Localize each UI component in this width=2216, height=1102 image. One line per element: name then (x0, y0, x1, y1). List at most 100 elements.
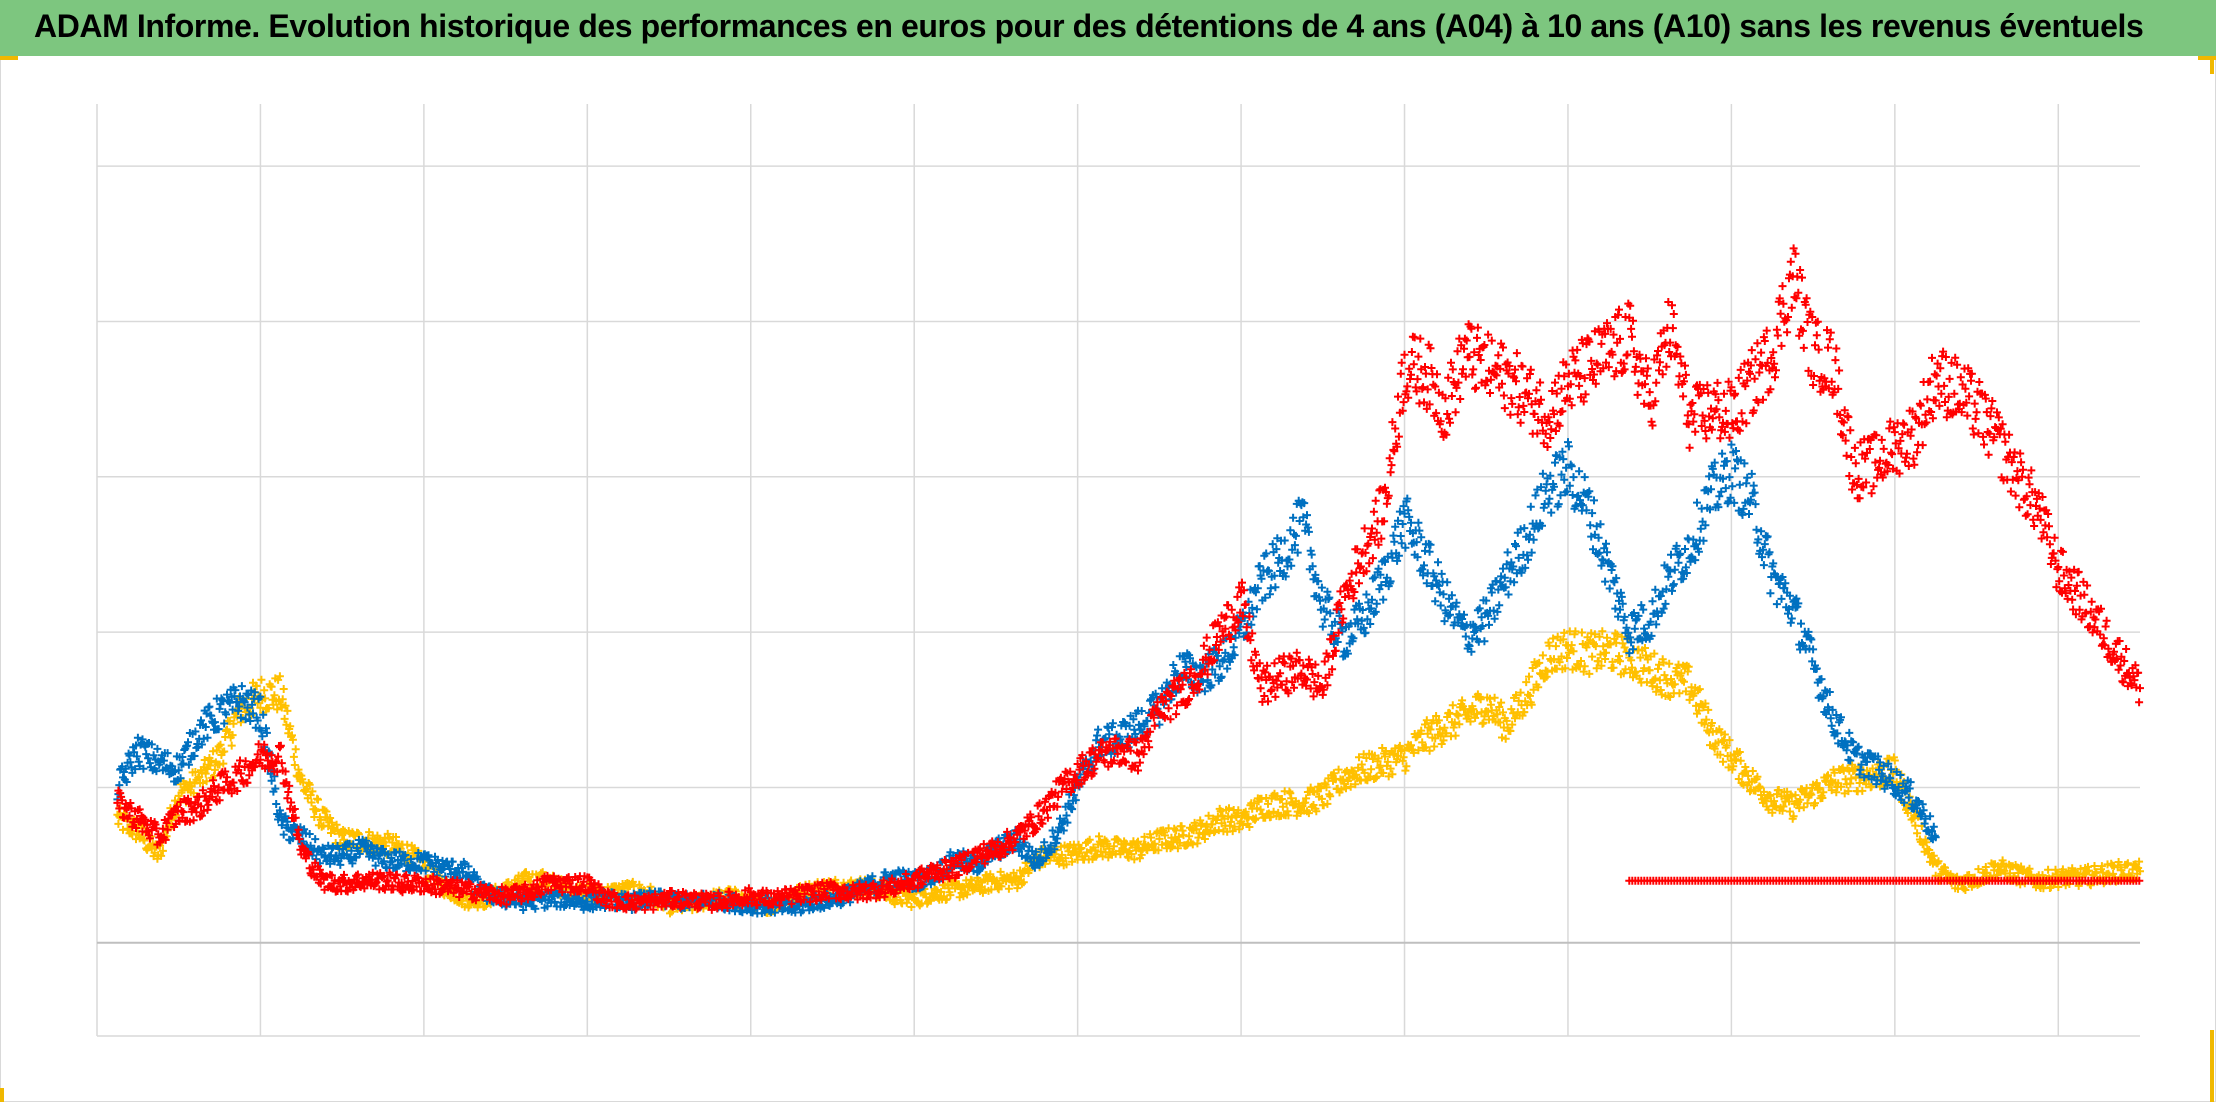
series-0-point-190 (289, 752, 298, 761)
series-1-point-137 (240, 698, 249, 707)
series-0-point-1491 (1498, 733, 1506, 742)
series-0-point-1671 (1665, 659, 1674, 668)
series-1-point-176 (276, 810, 285, 819)
series-0-point-1530 (1534, 683, 1543, 692)
series-1-point-982 (1025, 842, 1034, 851)
series-0-point-1291 (1312, 807, 1321, 816)
series-0-point-181 (281, 701, 290, 710)
series-1-point-1179 (1208, 665, 1217, 674)
series-0-point-1703 (1694, 706, 1703, 715)
series-0-point-1350 (1367, 765, 1376, 774)
series-0-point-1549 (1551, 642, 1560, 651)
series-0-point-1455 (1464, 712, 1473, 721)
series-0-point-2098 (2061, 881, 2070, 890)
series-0-point-1066 (1103, 839, 1112, 848)
series-0-point-915 (963, 890, 972, 899)
series-1-point-207 (305, 830, 314, 838)
series-1-point-1230 (1255, 562, 1264, 571)
series-0-point-1489 (1496, 718, 1505, 727)
series-0-point-1631 (1628, 663, 1636, 672)
series-1-point-148 (250, 688, 259, 697)
series-0-point-1582 (1582, 643, 1591, 652)
series-0-point-1500 (1506, 727, 1515, 735)
series-0-point-1889 (1867, 782, 1876, 791)
series-1-point-324 (414, 849, 423, 857)
series-0-point-1655 (1650, 649, 1659, 658)
series-0-point-2095 (2058, 865, 2067, 874)
series-1-point-91 (197, 740, 206, 749)
series-0-point-1800 (1785, 797, 1793, 806)
series-0-point-1401 (1414, 746, 1423, 755)
series-1-point-134 (237, 682, 246, 691)
series-0-point-1356 (1372, 772, 1381, 781)
series-0-point-1113 (1147, 833, 1155, 842)
series-1-point-1568 (1569, 473, 1578, 482)
series-0-point-1726 (1716, 750, 1725, 759)
series-1-point-22 (133, 733, 142, 742)
series-0-point-1558 (1560, 628, 1569, 637)
series-0-point-1280 (1302, 794, 1311, 803)
series-0-point-1786 (1772, 802, 1780, 811)
series-1-point-1264 (1287, 561, 1296, 570)
series-1-point-1028 (1068, 805, 1077, 814)
series-1-point-1122 (1155, 720, 1164, 729)
series-0-point-2149 (2109, 869, 2118, 878)
series-1-point-84 (191, 727, 200, 736)
series-1-point-222 (319, 845, 328, 853)
series-0-point-1431 (1442, 729, 1451, 738)
series-0-point-893 (942, 895, 951, 904)
series-1-point-133 (236, 713, 245, 722)
series-1-point-1247 (1271, 583, 1280, 592)
series-1-point-1155 (1186, 654, 1194, 663)
series-0-point-1299 (1319, 801, 1328, 810)
series-0-point-1782 (1768, 808, 1777, 817)
series-1-point-151 (253, 716, 262, 725)
series-0-point-1611 (1609, 663, 1618, 672)
series-0-point-219 (316, 815, 325, 824)
series-1-point-332 (421, 866, 430, 875)
series-0-point-1624 (1621, 665, 1630, 674)
series-0-point-1073 (1109, 842, 1118, 851)
series-1-point-1747 (1735, 480, 1744, 489)
series-1-point-1103 (1137, 707, 1146, 715)
series-0-point-2129 (2090, 862, 2099, 870)
series-1-point-989 (1031, 847, 1040, 856)
series-0-point-1682 (1675, 689, 1684, 698)
series-1-point-1755 (1743, 473, 1752, 482)
series-1-point-1169 (1199, 677, 1207, 686)
series-1-point-31 (142, 750, 151, 759)
series-1-point-304 (395, 847, 404, 856)
series-1-point-361 (448, 857, 457, 866)
series-1-point-988 (1030, 863, 1039, 872)
series-0-point-1646 (1642, 651, 1650, 660)
series-1-point-97 (203, 733, 212, 742)
series-0-point-1666 (1660, 671, 1669, 680)
series-1-point-253 (348, 859, 357, 868)
series-0-point-1254 (1277, 795, 1286, 803)
series-0-point-1577 (1577, 628, 1586, 637)
series-1-point-1602 (1601, 577, 1610, 586)
series-1-point-1203 (1230, 651, 1239, 660)
series-1-point-109 (214, 725, 223, 734)
series-1-point-1477 (1485, 620, 1493, 629)
series-0-point-1047 (1085, 835, 1094, 844)
series-0-point-2178 (2136, 867, 2144, 876)
series-1-point-274 (367, 842, 376, 851)
series-0-point-1404 (1417, 726, 1426, 735)
series-0-point-1128 (1160, 831, 1169, 840)
series-0-point-1207 (1234, 806, 1243, 815)
series-1-point-1266 (1289, 513, 1298, 522)
series-0-point-1595 (1594, 657, 1603, 666)
series-0-point-1568 (1569, 647, 1578, 656)
series-1-point-1345 (1362, 590, 1371, 599)
series-1-point-1202 (1229, 643, 1238, 652)
series-0-point-940 (986, 870, 995, 879)
series-1-point-21 (132, 752, 141, 761)
series-0-point-1092 (1127, 850, 1136, 859)
series-0-point-556 (629, 882, 638, 891)
series-0-point-1175 (1204, 811, 1213, 820)
series-0-point-1879 (1858, 786, 1867, 795)
series-1-point-156 (258, 732, 267, 741)
series-0-point-1413 (1425, 746, 1434, 755)
series-0-point-1867 (1847, 774, 1856, 783)
